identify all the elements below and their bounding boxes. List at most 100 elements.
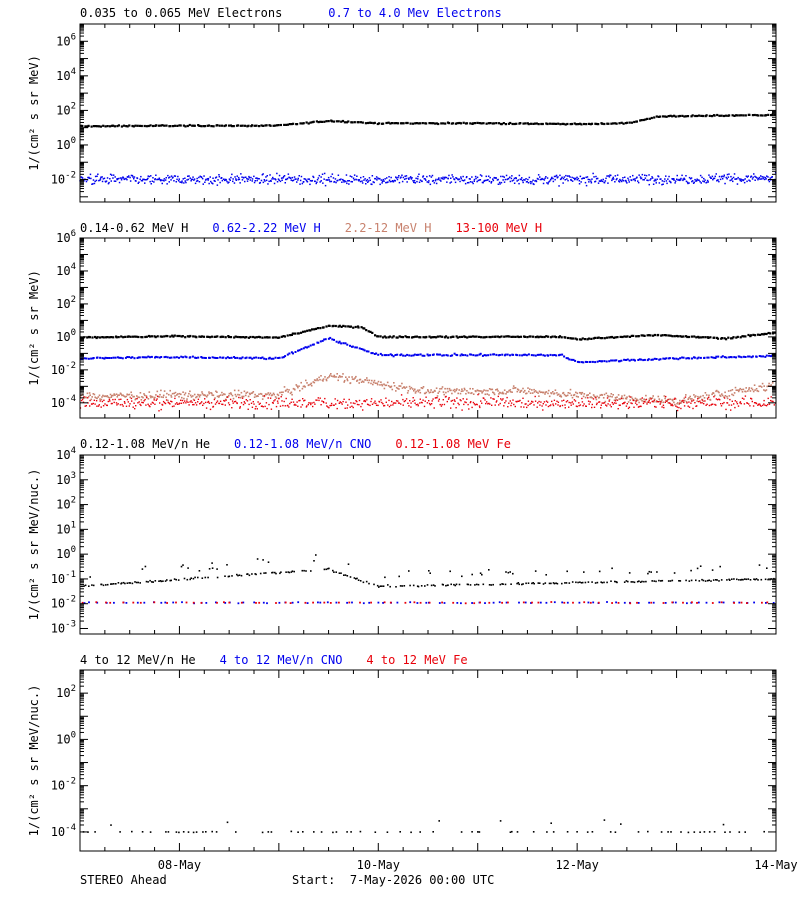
data-point [569, 388, 572, 391]
data-point [177, 579, 180, 581]
data-point [718, 114, 721, 117]
data-point [300, 175, 303, 178]
data-point [297, 177, 299, 180]
data-point [637, 359, 640, 361]
data-point [211, 567, 214, 569]
data-point [176, 403, 179, 405]
data-point [205, 407, 208, 409]
data-point [138, 401, 140, 403]
data-point [694, 402, 696, 404]
data-point [669, 580, 672, 582]
data-point [479, 572, 482, 574]
data-point [203, 175, 205, 177]
data-point [634, 402, 637, 404]
data-point [329, 180, 331, 183]
data-point [181, 181, 183, 184]
data-point [288, 406, 290, 408]
data-point [285, 389, 287, 392]
data-point [722, 601, 725, 604]
data-point [493, 398, 495, 400]
data-point [301, 182, 304, 185]
data-point [618, 181, 621, 183]
data-point [580, 123, 583, 126]
data-point [360, 176, 362, 179]
data-point [280, 391, 283, 394]
data-point [118, 394, 120, 396]
data-point [157, 124, 160, 127]
data-point [145, 125, 148, 128]
data-point [626, 182, 628, 184]
data-point [288, 571, 291, 574]
data-point [383, 383, 385, 385]
data-point [458, 389, 460, 391]
data-point [81, 124, 84, 128]
data-point [177, 180, 180, 182]
data-point [414, 388, 416, 391]
data-point [133, 395, 135, 398]
data-point [111, 174, 113, 176]
data-point [163, 356, 166, 359]
data-point [164, 402, 167, 405]
data-point [305, 406, 308, 408]
data-point [552, 180, 555, 183]
data-point [534, 390, 537, 392]
data-point [701, 399, 704, 401]
data-point [632, 581, 634, 583]
data-point [360, 381, 363, 383]
data-point [233, 389, 236, 392]
data-point [698, 114, 701, 117]
data-point [330, 373, 332, 375]
data-point [421, 402, 423, 404]
data-point [197, 398, 200, 400]
data-point [472, 182, 474, 185]
data-point [566, 178, 568, 180]
data-point [760, 386, 763, 388]
data-point [183, 397, 185, 400]
data-point [559, 394, 562, 397]
data-point [298, 400, 300, 402]
data-point [512, 179, 515, 181]
data-point [481, 573, 483, 576]
data-point [600, 179, 603, 181]
data-point [319, 378, 321, 381]
data-point [295, 384, 298, 386]
data-point [523, 178, 525, 181]
data-point [163, 402, 166, 404]
data-point [218, 174, 220, 176]
data-point [171, 405, 174, 408]
data-point [154, 580, 157, 582]
data-point [416, 602, 419, 604]
data-point [199, 403, 201, 405]
data-point [596, 395, 598, 398]
data-point [626, 121, 629, 124]
data-point [678, 403, 680, 405]
data-point [448, 387, 451, 390]
data-point [649, 402, 651, 404]
data-point [743, 398, 745, 400]
data-point [758, 403, 761, 405]
data-point [371, 175, 374, 177]
data-point [249, 179, 252, 181]
data-point [522, 181, 524, 184]
data-point [337, 376, 340, 379]
data-point [518, 601, 520, 604]
data-point [547, 389, 550, 392]
data-point [180, 181, 182, 183]
data-point [122, 177, 125, 179]
data-point [183, 577, 186, 580]
data-point [253, 124, 256, 127]
data-point [606, 175, 608, 177]
data-point [362, 176, 365, 178]
data-point [587, 397, 589, 399]
data-point [400, 353, 403, 356]
data-point [257, 395, 259, 397]
data-point [330, 402, 333, 405]
data-point [351, 121, 354, 124]
data-point [566, 122, 569, 126]
data-point [674, 397, 676, 399]
data-point [343, 379, 346, 382]
data-point [100, 406, 102, 408]
data-point [450, 389, 452, 392]
data-point [655, 115, 658, 118]
data-point [224, 400, 226, 402]
